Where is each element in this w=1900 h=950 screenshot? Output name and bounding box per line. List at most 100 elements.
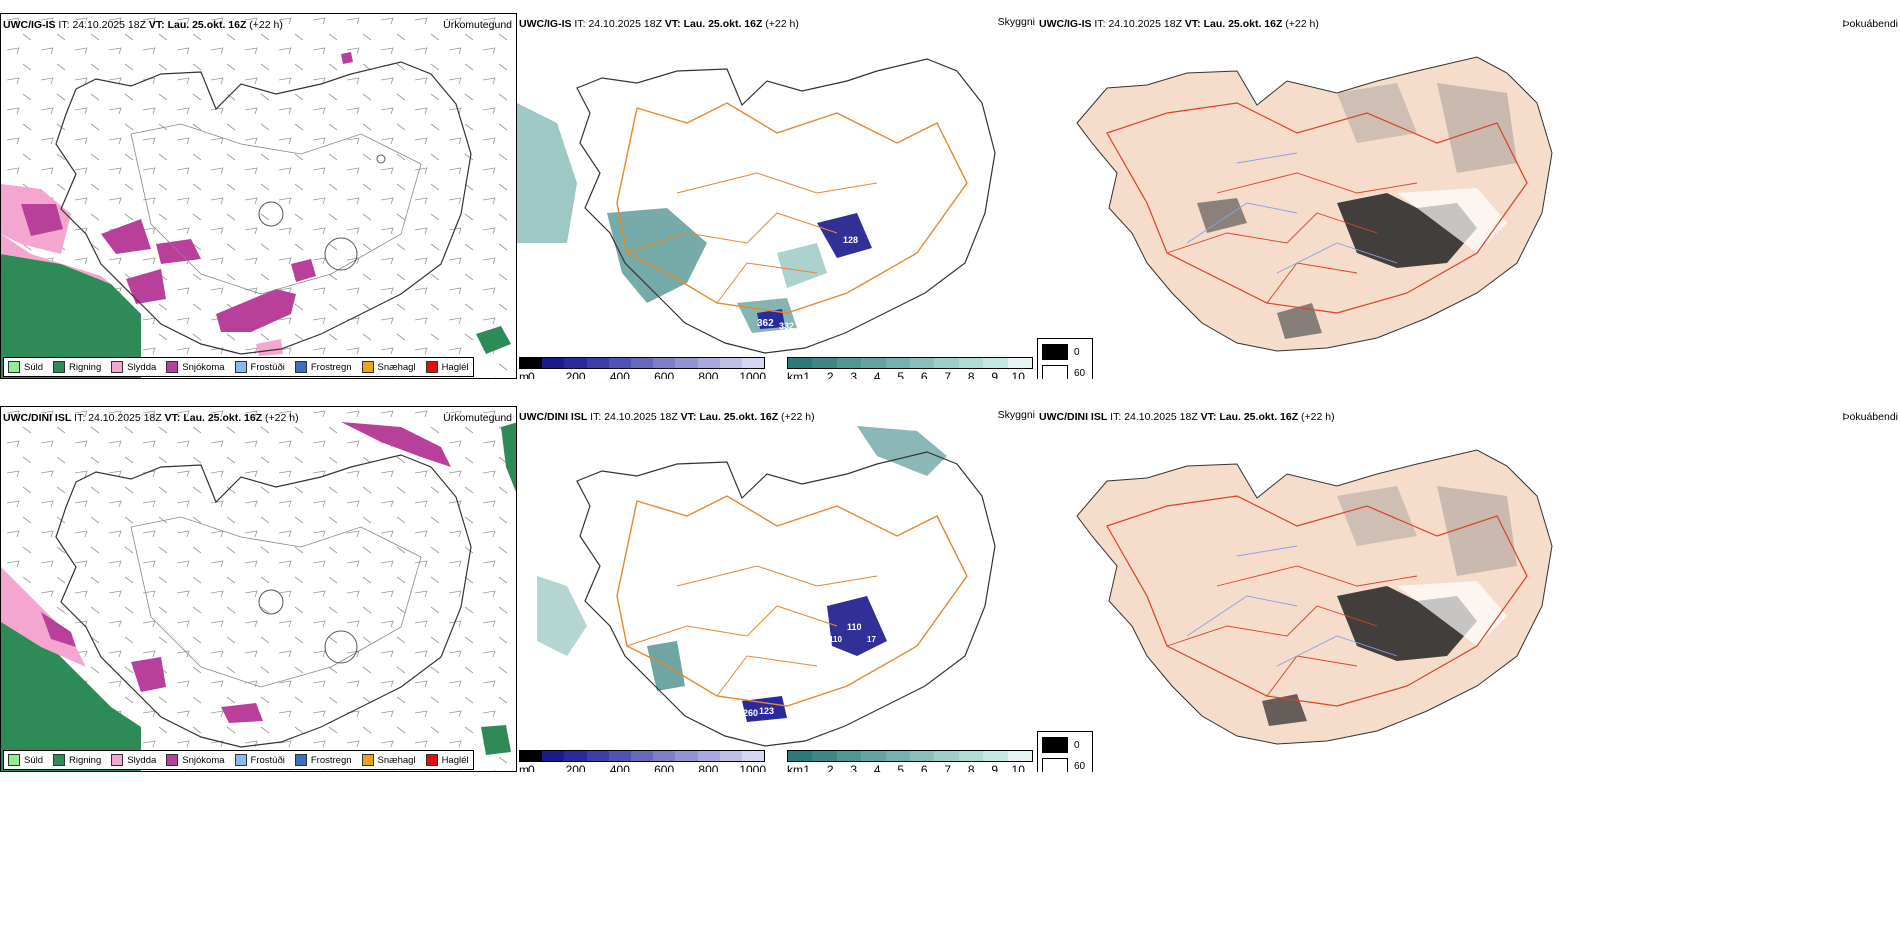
panel-label-fog: Þokuábendi: [1842, 18, 1898, 30]
colorbar-bin: [719, 358, 742, 368]
colorbar-tick-label: 2: [826, 370, 834, 379]
legend-item: Frostúði: [234, 754, 285, 766]
legend-swatch: [111, 361, 124, 373]
visibility-colorbar: km 1 2 3 4 5 6 7 8 9 10: [787, 357, 1033, 379]
precip-type-map: [1, 407, 516, 771]
colorbar-tick-label: 4: [873, 370, 881, 379]
fog-legend-swatch: [1042, 365, 1068, 379]
colorbar-tick-label: 800: [698, 763, 719, 772]
legend-item: Frostregn: [294, 361, 352, 373]
colorbar-bin: [608, 358, 631, 368]
colorbar-bin: [788, 358, 813, 368]
panel-title: UWC/DINI ISL IT: 24.10.2025 18Z VT: Lau.…: [3, 412, 299, 424]
colorbar-bin: [586, 751, 609, 761]
panel-title: UWC/IG-IS IT: 24.10.2025 18Z VT: Lau. 25…: [519, 18, 799, 30]
init-label: IT:: [58, 19, 70, 31]
legend-label: Súld: [24, 754, 44, 766]
fog-legend: 0 60: [1037, 731, 1093, 772]
colorbar-tick-label: 4: [873, 763, 881, 772]
colorbar-tick-label: 0: [527, 370, 535, 379]
precip-type-map: [1, 14, 516, 378]
legend-swatch: [234, 754, 247, 766]
fog-legend-label: 0: [1074, 346, 1080, 358]
colorbar-bin: [812, 358, 837, 368]
lead-time: (+22 h): [765, 18, 799, 30]
colorbar-tick-label: 0: [527, 763, 535, 772]
colorbar-unit: m: [519, 370, 529, 379]
legend-item: Súld: [8, 754, 43, 766]
colorbar-bin: [861, 751, 886, 761]
valid-label: VT:: [164, 412, 181, 424]
colorbar-tick-label: 1000: [739, 370, 767, 379]
colorbar-tick-label: 6: [920, 370, 928, 379]
colorbar-tick-label: 400: [609, 763, 630, 772]
valid-time: Lau. 25.okt. 16Z: [1203, 18, 1283, 30]
valid-time: Lau. 25.okt. 16Z: [683, 18, 763, 30]
init-time: 24.10.2025 18Z: [588, 18, 662, 30]
precip-type-legend: Súld Rigning Slydda Snjókoma Frostúði Frostre…: [3, 750, 474, 770]
fog-map: [1076, 56, 1553, 352]
legend-label: Frostregn: [310, 361, 352, 373]
colorbar-tick-label: 1000: [739, 763, 767, 772]
ceiling-value: 123: [759, 706, 774, 716]
colorbar-bin: [934, 358, 959, 368]
colorbar-tick-label: 3: [850, 763, 858, 772]
legend-item: Snæhagl: [361, 754, 416, 766]
colorbar-bin: [836, 751, 862, 761]
colorbar-tick-label: 10: [1011, 763, 1025, 772]
colorbar-bin: [542, 751, 565, 761]
precip-type-panel-top: UWC/IG-IS IT: 24.10.2025 18Z VT: Lau. 25…: [0, 13, 517, 379]
legend-swatch: [166, 361, 179, 373]
legend-item: Slydda: [111, 754, 156, 766]
valid-time: Lau. 25.okt. 16Z: [699, 411, 779, 423]
legend-label: Snæhagl: [377, 361, 416, 373]
legend-swatch: [294, 361, 307, 373]
legend-label: Slydda: [127, 754, 157, 766]
colorbar-bin: [836, 358, 862, 368]
colorbar-tick-label: 2: [826, 763, 834, 772]
colorbar-bin: [741, 358, 765, 368]
panel-label-visibility: Skyggni: [997, 16, 1035, 28]
legend-swatch: [8, 361, 20, 373]
model-name: UWC/DINI ISL: [1039, 411, 1108, 423]
legend-swatch: [53, 754, 66, 766]
colorbar-bin: [1007, 358, 1033, 368]
colorbar-bin: [861, 358, 886, 368]
colorbar-tick-label: 1: [803, 763, 811, 772]
colorbar-bin: [910, 751, 935, 761]
legend-swatch: [361, 361, 374, 373]
legend-label: Frostúði: [250, 754, 285, 766]
valid-label: VT:: [680, 411, 697, 423]
colorbar-bin: [653, 358, 676, 368]
fog-legend-label: 60: [1074, 367, 1086, 379]
panel-label-visibility: Skyggni: [997, 409, 1035, 421]
colorbar-bin: [608, 751, 631, 761]
init-label: IT:: [574, 18, 586, 30]
colorbar-tick-label: 6: [920, 763, 928, 772]
valid-label: VT:: [148, 19, 165, 31]
colorbar-bin: [697, 751, 720, 761]
legend-label: Haglél: [441, 361, 469, 373]
valid-label: VT:: [1200, 411, 1217, 423]
valid-label: VT:: [664, 18, 681, 30]
colorbar-ticks: km 1 2 3 4 5 6 7 8 9 10: [787, 370, 1033, 379]
ceiling-value: 110: [829, 635, 842, 644]
valid-time: Lau. 25.okt. 16Z: [167, 19, 247, 31]
colorbar-tick-label: 200: [565, 370, 586, 379]
init-label: IT:: [1110, 411, 1122, 423]
colorbar-tick-label: 9: [991, 370, 999, 379]
legend-label: Snæhagl: [377, 754, 416, 766]
legend-item: Snæhagl: [361, 361, 416, 373]
colorbar-bin: [630, 751, 654, 761]
legend-swatch: [425, 361, 438, 373]
panel-title: UWC/DINI ISL IT: 24.10.2025 18Z VT: Lau.…: [1039, 411, 1335, 423]
model-name: UWC/DINI ISL: [3, 412, 72, 424]
legend-swatch: [53, 361, 66, 373]
legend-label: Rigning: [69, 754, 102, 766]
ceiling-colorbar: m 0 200 400 600 800 1000: [519, 750, 767, 772]
fog-legend-label: 0: [1074, 739, 1080, 751]
colorbar-bin: [520, 358, 543, 368]
colorbar-tick-label: 600: [654, 763, 675, 772]
colorbar-bin: [958, 751, 984, 761]
model-name: UWC/DINI ISL: [519, 411, 588, 423]
